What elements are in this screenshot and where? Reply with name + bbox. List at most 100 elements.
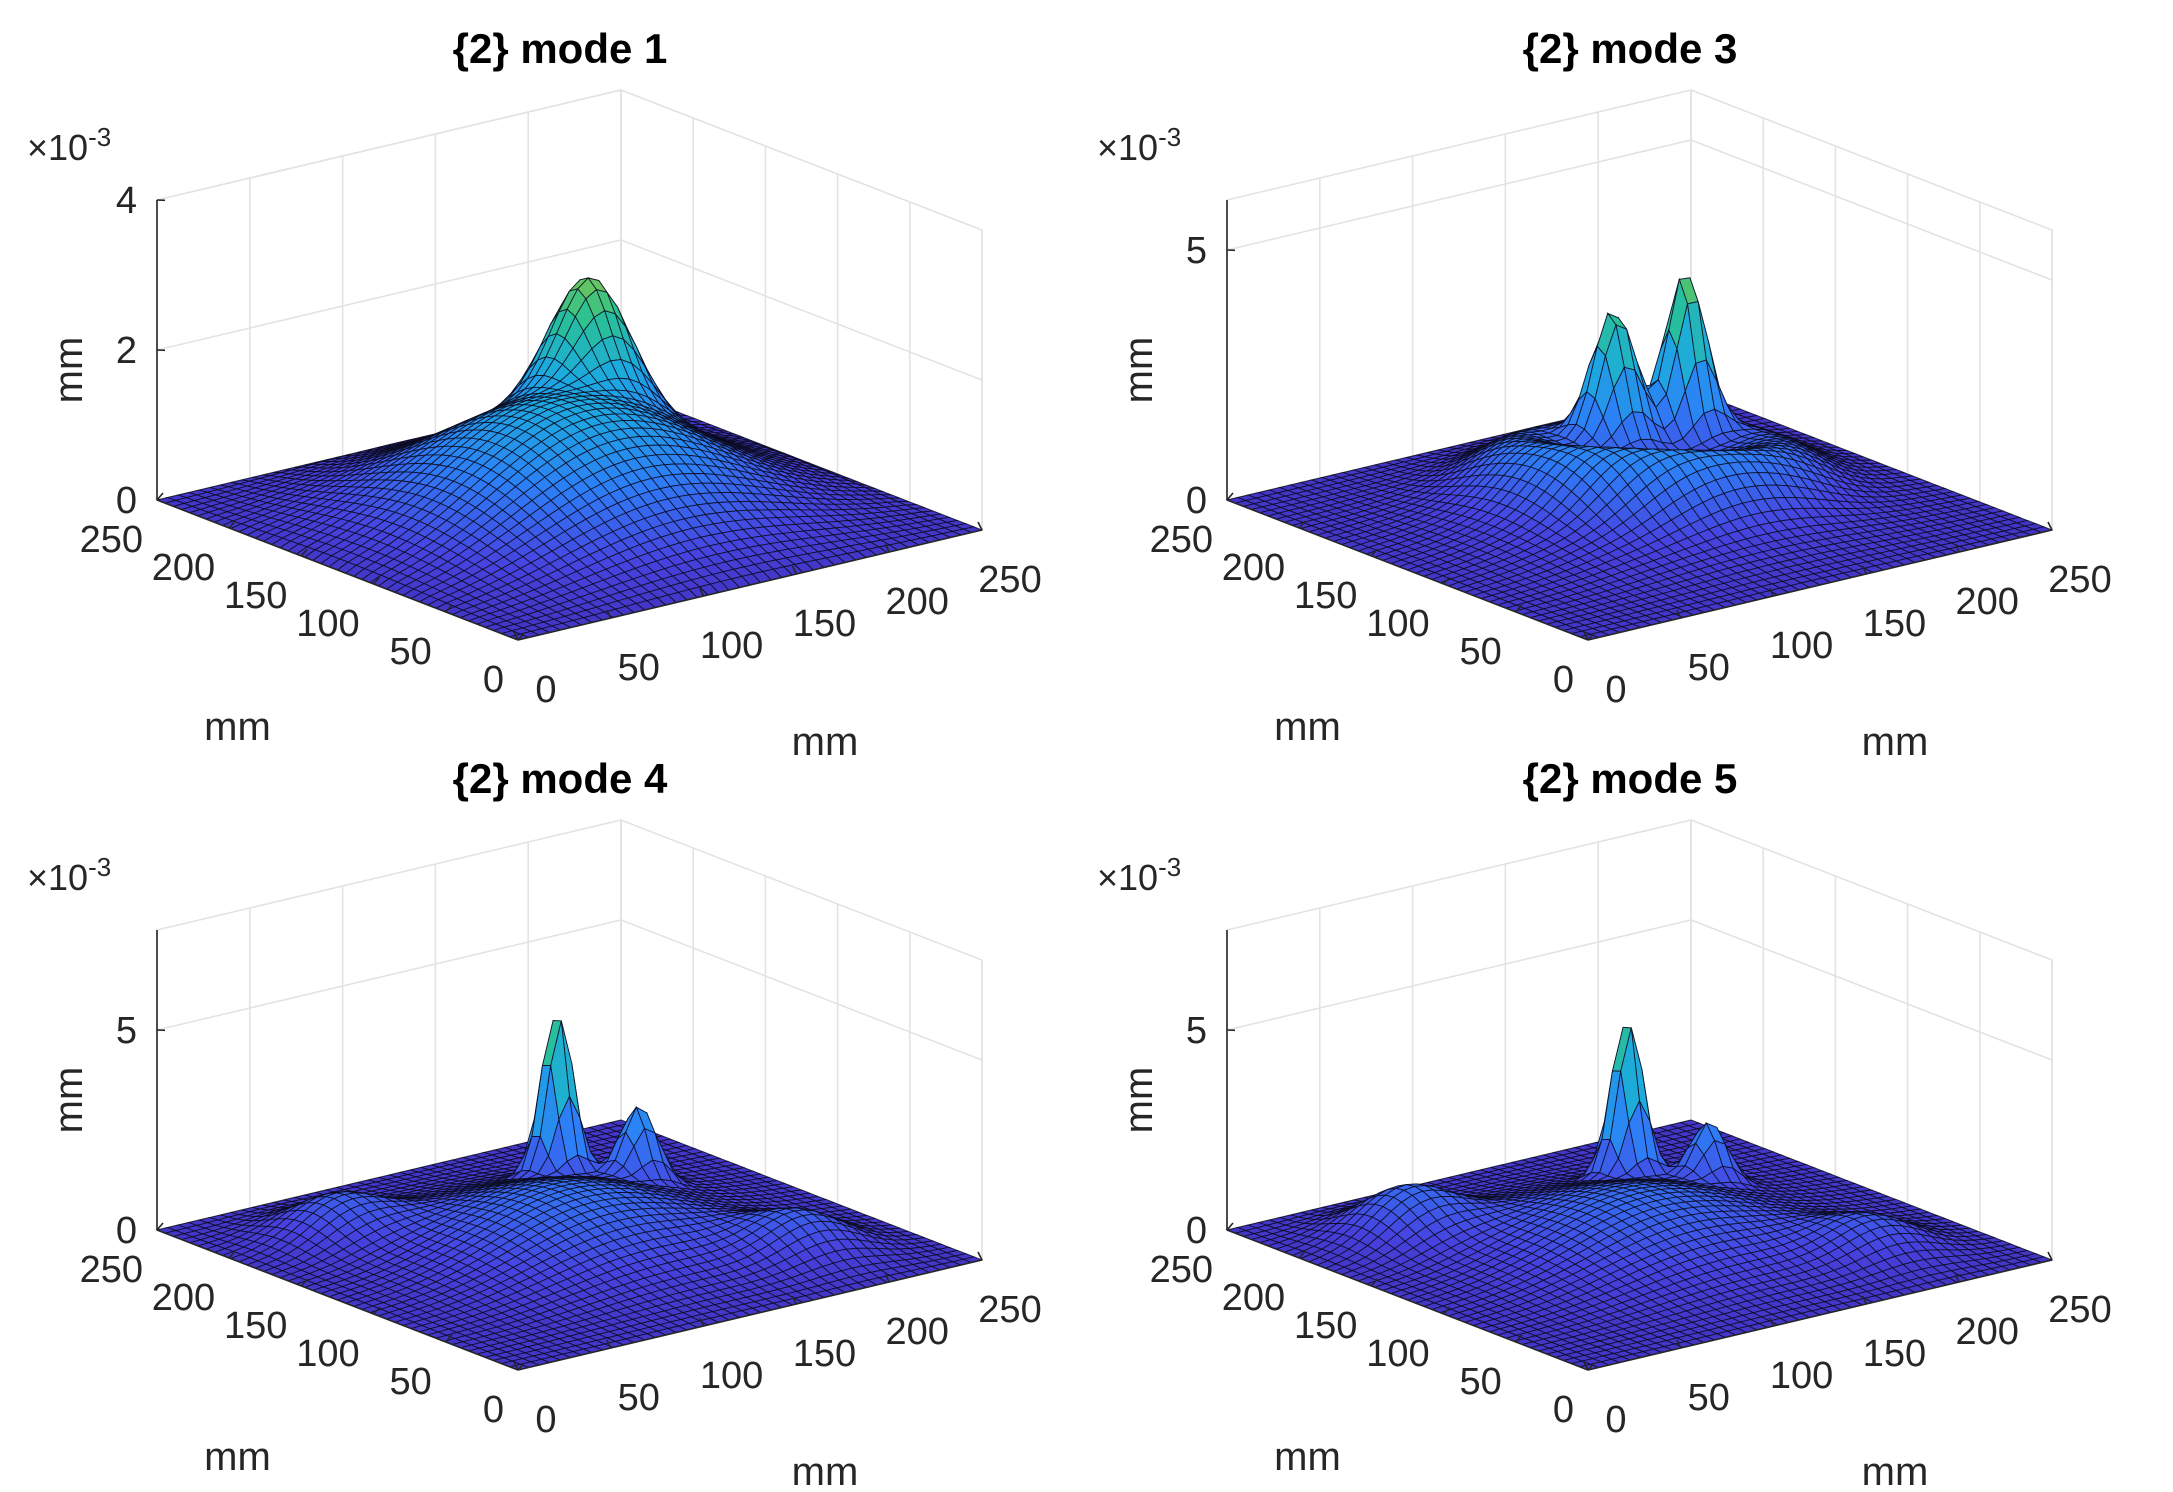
y-tick-label: 100: [1366, 1333, 1429, 1375]
x-tick-label: 100: [700, 625, 763, 667]
panel-4: 05×10-3mm050100150200250mm05010015020025…: [1097, 755, 2112, 1492]
x-tick-label: 0: [535, 1399, 556, 1441]
x-axis-label: mm: [792, 1450, 859, 1492]
y-tick-label: 200: [152, 547, 215, 589]
y-tick-label: 50: [390, 631, 432, 673]
panel-1: 024×10-3mm050100150200250mm0501001502002…: [27, 25, 1042, 764]
y-tick-label: 150: [224, 1305, 287, 1347]
y-tick-label: 50: [390, 1361, 432, 1403]
x-tick-label: 250: [2048, 559, 2111, 601]
x-tick-label: 50: [1688, 1377, 1730, 1419]
surface: [1225, 1026, 2054, 1371]
y-tick-label: 0: [1553, 1389, 1574, 1431]
surface: [1225, 277, 2054, 641]
x-tick-label: 150: [793, 1333, 856, 1375]
axes-grid: [156, 88, 983, 531]
x-axis-label: mm: [792, 720, 859, 764]
y-tick-label: 250: [80, 519, 143, 561]
y-axis-label: mm: [204, 1435, 271, 1479]
z-axis-label: mm: [47, 1067, 91, 1134]
z-exponent-power: -3: [88, 852, 111, 882]
x-axis: 0 50 100 150 200 250 mm: [513, 1251, 1042, 1492]
y-tick-label: 200: [1222, 1277, 1285, 1319]
chart-title: {2} mode 5: [1523, 755, 1738, 802]
z-exponent: ×10-3: [27, 122, 111, 168]
surface: [155, 1020, 984, 1371]
axes-grid: [1226, 818, 2053, 1261]
y-tick-label: 250: [1150, 1249, 1213, 1291]
z-exponent-power: -3: [1158, 122, 1181, 152]
z-tick-label: 0: [116, 480, 137, 522]
z-tick-label: 5: [116, 1010, 137, 1052]
z-tick-label: 0: [1186, 480, 1207, 522]
y-tick-label: 150: [224, 575, 287, 617]
z-axis: 0 5 ×10-3 mm: [1097, 852, 1236, 1252]
x-tick-label: 100: [1770, 625, 1833, 667]
z-axis: 0 2 4×10-3 mm: [27, 122, 166, 522]
chart-title: {2} mode 1: [453, 25, 668, 72]
y-tick-label: 250: [80, 1249, 143, 1291]
z-tick-label: 0: [116, 1210, 137, 1252]
y-tick-label: 200: [1222, 547, 1285, 589]
x-axis-label: mm: [1862, 720, 1929, 764]
z-axis: 0 5 ×10-3 mm: [27, 852, 166, 1252]
z-tick-label: 4: [116, 180, 137, 222]
y-tick-label: 50: [1460, 1361, 1502, 1403]
x-tick-label: 250: [978, 559, 1041, 601]
x-tick-label: 50: [618, 647, 660, 689]
y-axis-label: mm: [204, 705, 271, 749]
x-tick-label: 200: [1955, 581, 2018, 623]
y-tick-label: 100: [296, 603, 359, 645]
x-axis: 0 50 100 150 200 250 mm: [513, 521, 1042, 764]
y-tick-label: 150: [1294, 575, 1357, 617]
x-tick-label: 150: [1863, 1333, 1926, 1375]
x-tick-label: 150: [1863, 603, 1926, 645]
x-tick-label: 0: [1605, 669, 1626, 711]
x-tick-label: 200: [885, 581, 948, 623]
x-tick-label: 150: [793, 603, 856, 645]
y-axis-label: mm: [1274, 1435, 1341, 1479]
y-tick-label: 0: [483, 659, 504, 701]
panel-3: 05×10-3mm050100150200250mm05010015020025…: [27, 755, 1042, 1492]
y-tick-label: 0: [1553, 659, 1574, 701]
y-tick-label: 0: [483, 1389, 504, 1431]
z-axis-label: mm: [1117, 337, 1161, 404]
x-tick-label: 250: [978, 1289, 1041, 1331]
z-axis-label: mm: [1117, 1067, 1161, 1134]
x-tick-label: 50: [1688, 647, 1730, 689]
z-axis-label: mm: [47, 337, 91, 404]
z-tick-label: 5: [1186, 230, 1207, 272]
x-tick-label: 250: [2048, 1289, 2111, 1331]
y-axis-label: mm: [1274, 705, 1341, 749]
z-axis: 0 5 ×10-3 mm: [1097, 122, 1236, 522]
x-axis: 0 50 100 150 200 250 mm: [1583, 1251, 2112, 1492]
panel-2: 05×10-3mm050100150200250mm05010015020025…: [1097, 25, 2112, 764]
z-tick-label: 0: [1186, 1210, 1207, 1252]
surface: [155, 277, 984, 641]
y-tick-label: 100: [1366, 603, 1429, 645]
y-tick-label: 250: [1150, 519, 1213, 561]
z-tick-label: 5: [1186, 1010, 1207, 1052]
y-tick-label: 50: [1460, 631, 1502, 673]
x-tick-label: 100: [1770, 1355, 1833, 1397]
y-tick-label: 150: [1294, 1305, 1357, 1347]
chart-title: {2} mode 3: [1523, 25, 1738, 72]
z-exponent: ×10-3: [27, 852, 111, 898]
z-exponent-power: -3: [1158, 852, 1181, 882]
y-tick-label: 100: [296, 1333, 359, 1375]
z-exponent-power: -3: [88, 122, 111, 152]
x-tick-label: 200: [885, 1311, 948, 1353]
x-axis: 0 50 100 150 200 250 mm: [1583, 521, 2112, 764]
x-tick-label: 200: [1955, 1311, 2018, 1353]
z-tick-label: 2: [116, 330, 137, 372]
y-tick-label: 200: [152, 1277, 215, 1319]
x-tick-label: 100: [700, 1355, 763, 1397]
x-tick-label: 0: [535, 669, 556, 711]
z-exponent: ×10-3: [1097, 852, 1181, 898]
x-tick-label: 0: [1605, 1399, 1626, 1441]
